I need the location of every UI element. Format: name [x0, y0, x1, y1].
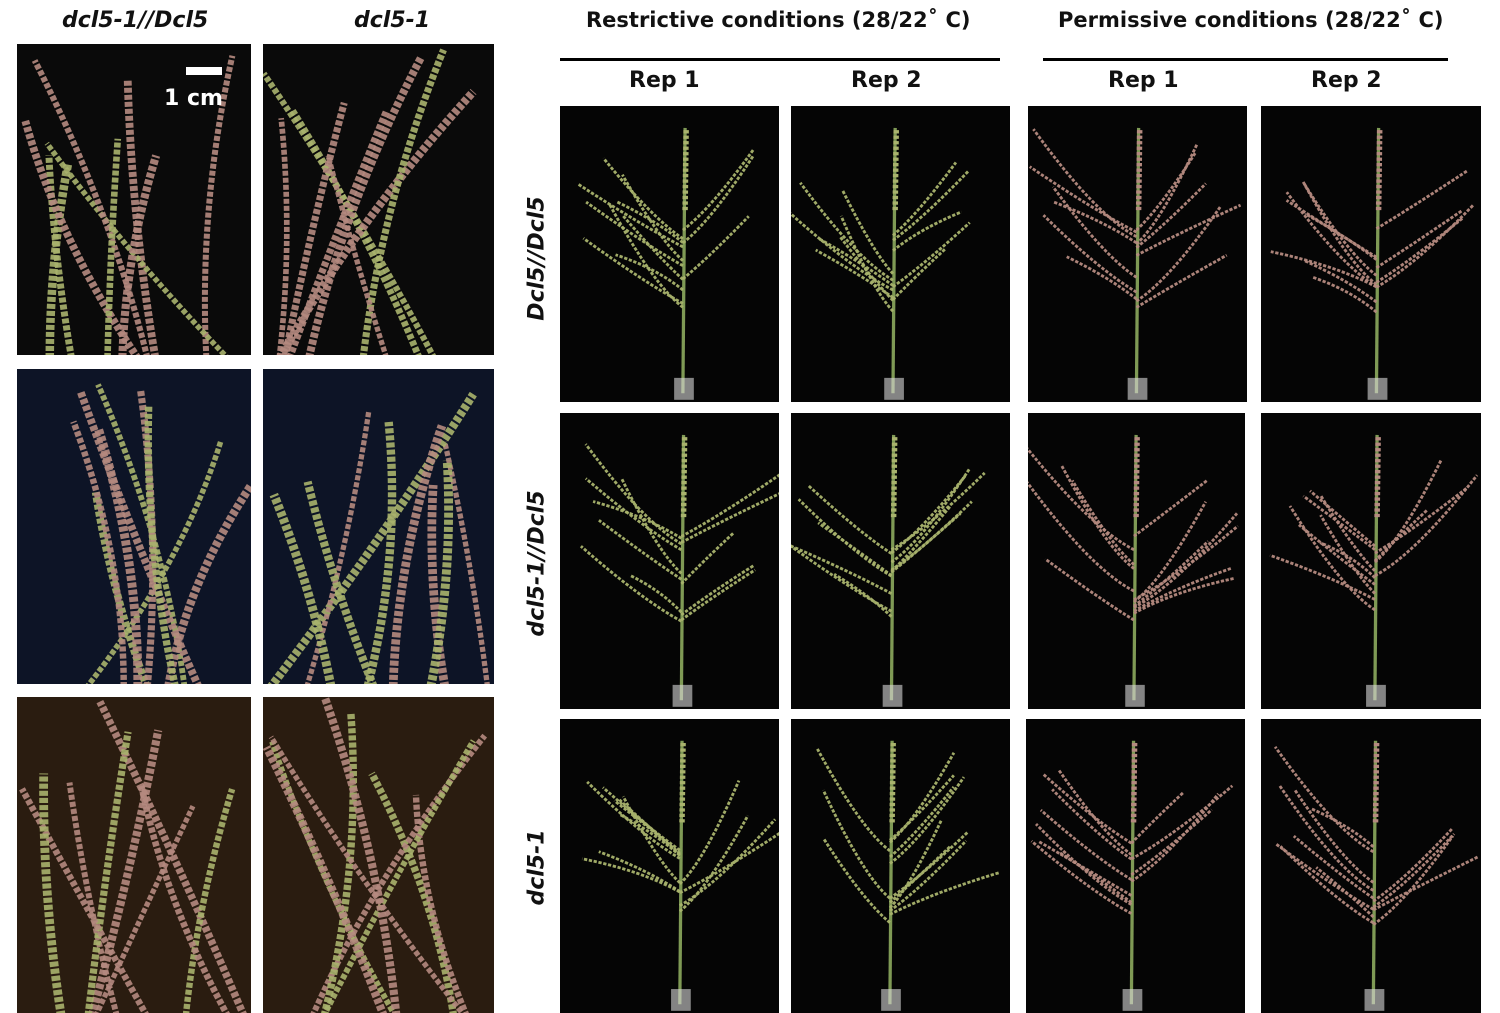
plant-photo-row3-permissive-rep2: [1261, 719, 1481, 1013]
restrictive-rule: [560, 58, 1000, 61]
left-col-header-1: dcl5-1//Dcl5: [62, 8, 209, 33]
plant-photo-row1-permissive-rep1: [1028, 106, 1247, 402]
rep-header-4: Rep 2: [1311, 68, 1382, 93]
plant-photo-row2-restrictive-rep2: [791, 413, 1010, 709]
plant-photo-row2-restrictive-rep1: [560, 413, 779, 709]
closeup-photo-het-1: [17, 44, 251, 355]
plant-photo-row1-restrictive-rep1: [560, 106, 779, 402]
left-col-header-2: dcl5-1: [354, 8, 431, 33]
plant-photo-row1-permissive-rep2: [1261, 106, 1481, 402]
rep-header-2: Rep 2: [851, 68, 922, 93]
row-label-dcl5-homozygous: Dcl5//Dcl5: [524, 196, 550, 321]
plant-photo-row3-restrictive-rep1: [560, 719, 779, 1013]
plant-photo-row3-permissive-rep1: [1026, 719, 1245, 1013]
plant-photo-row2-permissive-rep2: [1261, 413, 1481, 709]
row-label-dcl5-het: dcl5-1//Dcl5: [524, 490, 550, 637]
plant-photo-row1-restrictive-rep2: [791, 106, 1010, 402]
closeup-photo-mut-1: [263, 44, 494, 355]
rep-header-3: Rep 1: [1108, 68, 1179, 93]
row-label-dcl5-mutant: dcl5-1: [524, 829, 550, 906]
plant-photo-row3-restrictive-rep2: [791, 719, 1010, 1013]
rep-header-1: Rep 1: [629, 68, 700, 93]
plant-photo-row2-permissive-rep1: [1028, 413, 1245, 709]
permissive-conditions-header: Permissive conditions (28/22˚ C): [1058, 8, 1444, 32]
scale-bar: [186, 67, 222, 75]
scale-bar-label: 1 cm: [164, 86, 223, 111]
permissive-rule: [1043, 58, 1448, 61]
closeup-photo-het-2: [17, 369, 251, 684]
closeup-photo-mut-3: [263, 697, 494, 1013]
closeup-photo-het-3: [17, 697, 251, 1013]
closeup-photo-mut-2: [263, 369, 494, 684]
restrictive-conditions-header: Restrictive conditions (28/22˚ C): [586, 8, 971, 32]
